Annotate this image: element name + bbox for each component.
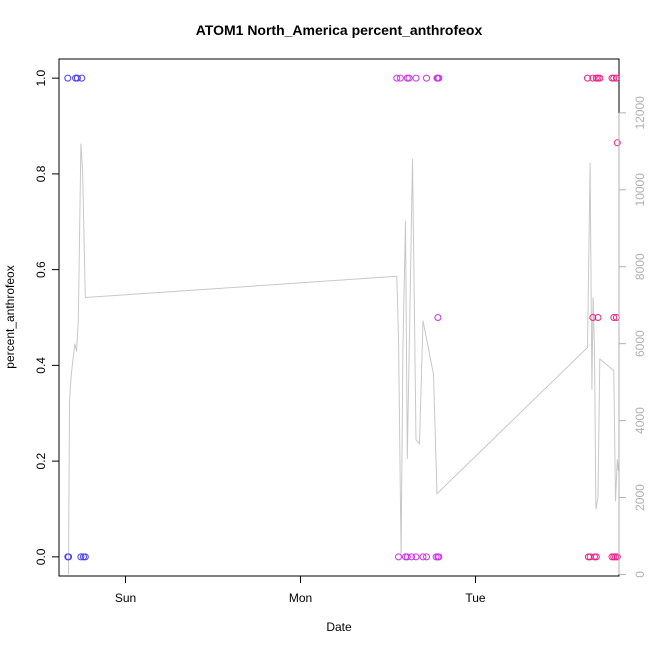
y-tick-label: 0.4 — [34, 357, 48, 374]
data-point — [81, 553, 89, 561]
series-line — [68, 143, 620, 575]
data-point — [64, 74, 72, 82]
data-point — [423, 74, 430, 82]
y2-tick-label: 12000 — [633, 96, 647, 130]
x-tick-label: Sun — [115, 591, 136, 605]
y2-tick-label: 10000 — [633, 173, 647, 207]
y2-tick-label: 4000 — [633, 407, 647, 434]
y2-tick-label: 8000 — [633, 253, 647, 280]
y-tick-label: 0.8 — [34, 165, 48, 182]
data-point — [584, 74, 591, 82]
data-point — [435, 74, 443, 82]
x-tick-label: Mon — [289, 591, 312, 605]
data-point — [65, 553, 73, 561]
data-point — [613, 553, 621, 561]
data-point — [412, 553, 420, 561]
data-point — [73, 74, 81, 82]
data-point — [612, 74, 620, 82]
data-point — [434, 314, 442, 321]
point-layer — [64, 74, 621, 561]
data-point — [419, 553, 427, 561]
axis-layer: Sun Mon Tue 0.0 0.2 0.4 0.6 0.8 1.0 0 2000 4000 6000… — [34, 69, 647, 605]
y-tick-label: 1.0 — [34, 69, 48, 86]
data-point — [592, 553, 600, 561]
data-point — [423, 553, 430, 561]
y-tick-label: 0.6 — [34, 261, 48, 278]
data-point — [77, 553, 85, 561]
data-point — [596, 74, 604, 82]
data-point — [610, 74, 618, 82]
data-point — [594, 314, 602, 321]
data-point — [393, 74, 401, 82]
data-point — [412, 74, 420, 82]
data-point — [395, 553, 402, 561]
y-tick-label: 0.0 — [34, 548, 48, 565]
y-tick-label: 0.2 — [34, 452, 48, 469]
y2-tick-label: 0 — [633, 571, 647, 578]
data-point — [405, 74, 413, 82]
y-axis-label: percent_anthrofeox — [3, 265, 17, 368]
x-tick-label: Tue — [465, 591, 486, 605]
data-point — [396, 74, 404, 82]
chart-title: ATOM1 North_America percent_anthrofeox — [196, 22, 483, 38]
y2-tick-label: 2000 — [633, 484, 647, 511]
data-point — [78, 74, 86, 82]
data-point — [613, 139, 621, 147]
x-axis-label: Date — [326, 620, 352, 634]
y2-tick-label: 6000 — [633, 330, 647, 357]
data-point — [589, 74, 597, 82]
data-point — [408, 553, 416, 561]
data-point — [610, 314, 618, 321]
plot-frame — [58, 58, 620, 577]
data-point — [435, 553, 443, 561]
line-layer — [68, 143, 620, 575]
data-point — [403, 553, 411, 561]
data-point — [589, 314, 597, 321]
